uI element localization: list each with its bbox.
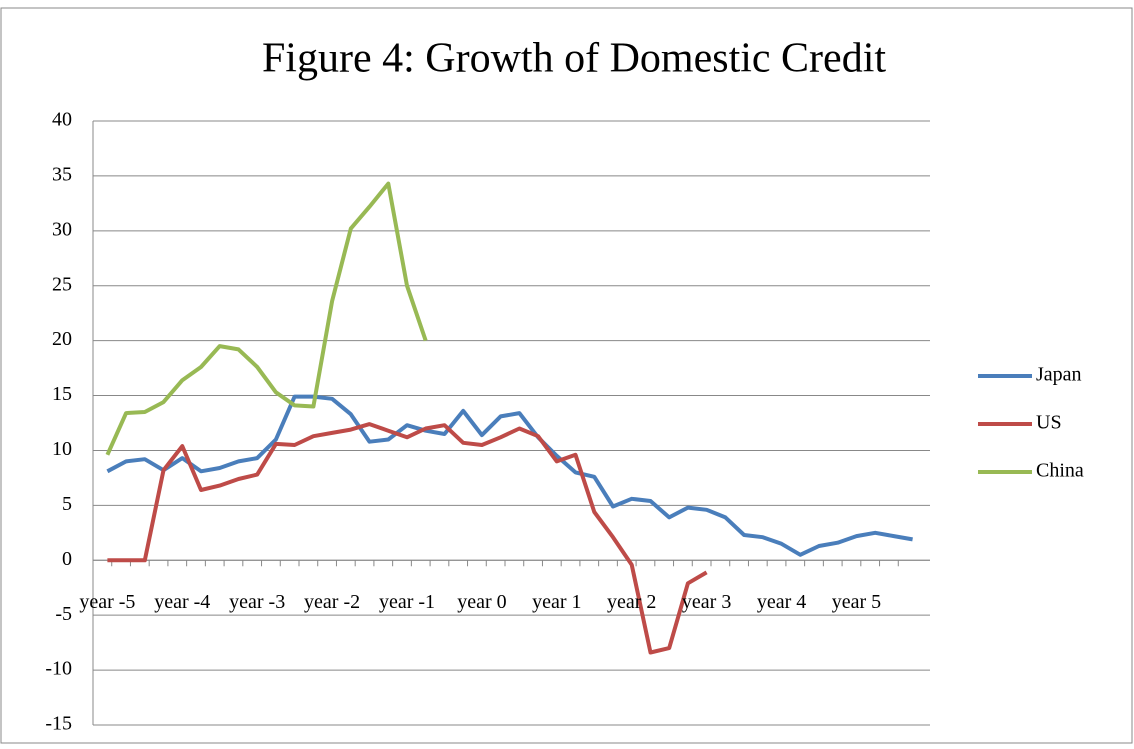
x-tick-label: year -3 <box>229 591 286 614</box>
x-tick-label: year 2 <box>607 591 657 614</box>
y-tick-label: 25 <box>52 273 72 295</box>
y-tick-label: 10 <box>52 438 72 460</box>
y-tick-label: -5 <box>55 603 72 625</box>
legend-label: China <box>1036 460 1084 482</box>
x-tick-label: year 4 <box>756 591 807 614</box>
line-series <box>105 181 428 456</box>
y-tick-label: -10 <box>45 658 72 680</box>
x-tick-label: year 3 <box>681 591 732 614</box>
x-tick-label: year 5 <box>831 591 882 614</box>
y-tick-label: 5 <box>62 493 72 515</box>
line-series <box>106 394 913 557</box>
legend-label: US <box>1036 412 1062 434</box>
y-tick-label: 15 <box>52 383 72 405</box>
y-tick-label: 20 <box>52 328 72 350</box>
y-tick-label: 35 <box>52 164 72 186</box>
x-tick-label: year 1 <box>532 591 582 614</box>
y-tick-label: 0 <box>62 548 72 570</box>
x-tick-label: year -4 <box>154 591 211 614</box>
line-series <box>107 422 708 655</box>
frame <box>0 7 1133 744</box>
x-tick-label: year -5 <box>79 591 136 614</box>
legend-label: Japan <box>1036 364 1082 386</box>
y-tick-label: 40 <box>52 109 72 131</box>
y-tick-label: 30 <box>52 218 72 240</box>
x-tick-label: year -2 <box>304 591 361 614</box>
chart-title: Figure 4: Growth of Domestic Credit <box>262 36 886 82</box>
y-tick-label: -15 <box>45 713 72 735</box>
x-tick-label: year 0 <box>457 591 507 614</box>
x-tick-label: year -1 <box>378 591 436 614</box>
